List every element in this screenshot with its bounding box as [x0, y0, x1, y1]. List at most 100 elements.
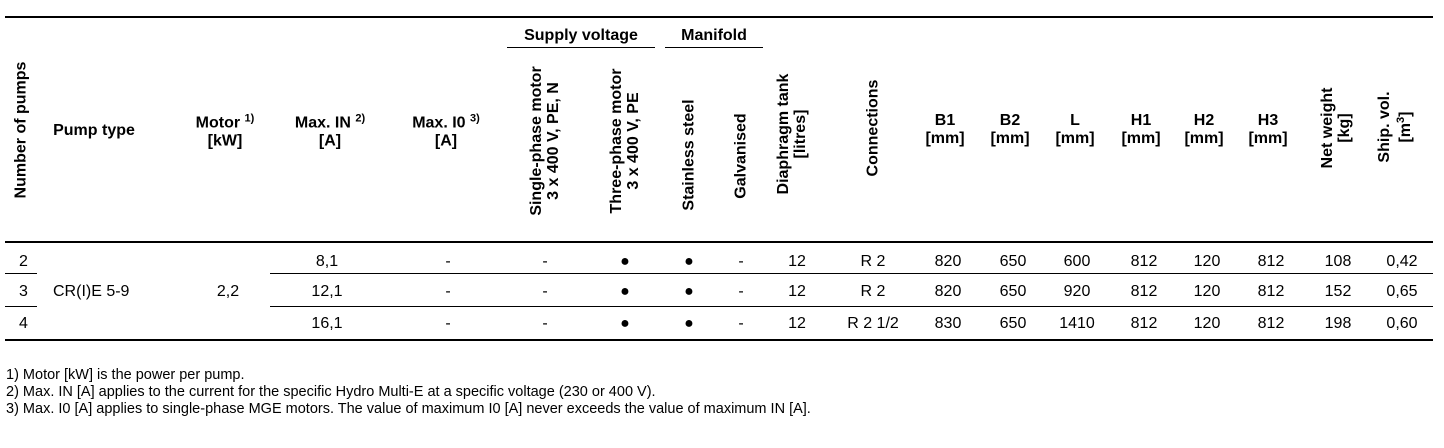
cell-stainless: ● — [684, 253, 694, 270]
cell-ship-vol: 0,42 — [1386, 253, 1418, 270]
header-motor-unit: [kW] — [207, 132, 243, 150]
footnote-2: 2) Max. IN [A] applies to the current fo… — [6, 384, 656, 400]
header-motor: Motor 1) [kW] — [196, 109, 255, 150]
cell-ship-vol: 0,65 — [1386, 283, 1418, 300]
cell-max-i0: - — [445, 253, 451, 270]
supply-voltage-underline — [507, 47, 655, 48]
header-pump-type: Pump type — [53, 122, 135, 139]
header-ship-vol-line2: [m — [1397, 122, 1415, 143]
row-divider-2b — [270, 306, 1433, 307]
cell-stainless: ● — [684, 315, 694, 332]
header-connections: Connections — [864, 79, 882, 177]
cell-three-phase: ● — [620, 283, 630, 300]
cell-tank: 12 — [788, 283, 806, 300]
header-h3-unit: [mm] — [1248, 130, 1288, 147]
header-b1-label: B1 — [934, 112, 956, 129]
table-bottom-rule — [5, 339, 1433, 341]
header-net-weight-line1: Net weight — [1319, 87, 1336, 169]
header-h2-unit: [mm] — [1184, 130, 1224, 147]
cell-max-in: 16,1 — [311, 315, 343, 332]
header-l-unit: [mm] — [1055, 130, 1095, 147]
header-three-phase-line2: 3 x 400 V, PE — [625, 92, 642, 190]
header-max-i0-label: Max. I0 — [412, 114, 466, 132]
cell-single-phase: - — [542, 283, 548, 300]
cell-pumps: 2 — [19, 253, 28, 270]
header-motor-footnote: 1) — [244, 112, 255, 125]
cell-single-phase: - — [542, 315, 548, 332]
header-supply-voltage: Supply voltage — [524, 27, 638, 44]
cell-galvanised: - — [738, 253, 744, 270]
cell-h1: 812 — [1130, 283, 1158, 300]
cell-three-phase: ● — [620, 253, 630, 270]
cell-max-in: 8,1 — [315, 253, 339, 270]
header-diaphragm-line2: [litres] — [792, 109, 809, 159]
header-net-weight-line2: [kg] — [1336, 113, 1353, 143]
cell-l: 1410 — [1059, 315, 1095, 332]
cell-l: 920 — [1063, 283, 1091, 300]
header-h1: H1 [mm] — [1121, 112, 1160, 148]
header-b2: B2 [mm] — [990, 112, 1029, 148]
header-max-i0-footnote: 3) — [470, 112, 480, 125]
cell-tank: 12 — [788, 253, 806, 270]
cell-pumps: 3 — [19, 283, 28, 300]
header-max-in-footnote: 2) — [355, 112, 366, 125]
cell-h2: 120 — [1193, 253, 1221, 270]
header-number-of-pumps: Number of pumps — [12, 61, 30, 199]
cell-connections: R 2 1/2 — [847, 315, 899, 332]
cell-max-i0: - — [445, 315, 451, 332]
header-h1-unit: [mm] — [1121, 130, 1161, 147]
cell-b2: 650 — [999, 283, 1027, 300]
cell-single-phase: - — [542, 253, 548, 270]
cell-connections: R 2 — [860, 253, 886, 270]
cell-h2: 120 — [1193, 315, 1221, 332]
cell-b2: 650 — [999, 253, 1027, 270]
cell-weight: 152 — [1324, 283, 1352, 300]
cell-h3: 812 — [1257, 283, 1285, 300]
header-max-i0-unit: [A] — [434, 132, 458, 150]
cell-l: 600 — [1063, 253, 1091, 270]
header-single-phase-line2: 3 x 400 V, PE, N — [545, 82, 562, 200]
row-divider-1b — [270, 273, 1433, 274]
header-h3: H3 [mm] — [1248, 112, 1287, 148]
cell-h3: 812 — [1257, 253, 1285, 270]
header-single-phase-motor: Single-phase motor 3 x 400 V, PE, N — [528, 66, 562, 215]
cell-b1: 820 — [934, 283, 962, 300]
cell-b1: 820 — [934, 253, 962, 270]
header-h1-label: H1 — [1130, 112, 1152, 129]
cell-ship-vol: 0,60 — [1386, 315, 1418, 332]
cell-tank: 12 — [788, 315, 806, 332]
cell-three-phase: ● — [620, 315, 630, 332]
header-galvanised: Galvanised — [732, 113, 750, 199]
header-three-phase-line1: Three-phase motor — [608, 68, 625, 214]
header-h2-label: H2 — [1193, 112, 1215, 129]
header-max-in-label: Max. IN — [294, 114, 351, 132]
cell-h3: 812 — [1257, 315, 1285, 332]
cell-b2: 650 — [999, 315, 1027, 332]
cell-h1: 812 — [1130, 315, 1158, 332]
cell-h2: 120 — [1193, 283, 1221, 300]
manifold-underline — [665, 47, 763, 48]
header-max-i0: Max. I0 3) [A] — [412, 109, 480, 150]
footnote-3: 3) Max. I0 [A] applies to single-phase M… — [6, 401, 811, 417]
footnote-1: 1) Motor [kW] is the power per pump. — [6, 367, 245, 383]
header-three-phase-motor: Three-phase motor 3 x 400 V, PE — [608, 69, 642, 214]
header-b1-unit: [mm] — [925, 130, 965, 147]
header-b2-label: B2 — [999, 112, 1021, 129]
header-h3-label: H3 — [1257, 112, 1279, 129]
cell-h1: 812 — [1130, 253, 1158, 270]
header-b1: B1 [mm] — [925, 112, 964, 148]
cell-max-in: 12,1 — [311, 283, 343, 300]
header-single-phase-line1: Single-phase motor — [528, 66, 545, 216]
cell-weight: 198 — [1324, 315, 1352, 332]
header-stainless-steel: Stainless steel — [680, 99, 698, 211]
cell-max-i0: - — [445, 283, 451, 300]
header-l-label: L — [1070, 112, 1080, 129]
header-diaphragm-line1: Diaphragm tank — [775, 73, 792, 195]
cell-b1: 830 — [934, 315, 962, 332]
header-b2-unit: [mm] — [990, 130, 1030, 147]
header-ship-vol-line1: Ship. vol. — [1375, 91, 1393, 163]
header-manifold: Manifold — [681, 27, 747, 44]
cell-galvanised: - — [738, 315, 744, 332]
header-l: L [mm] — [1055, 112, 1094, 148]
cell-galvanised: - — [738, 283, 744, 300]
